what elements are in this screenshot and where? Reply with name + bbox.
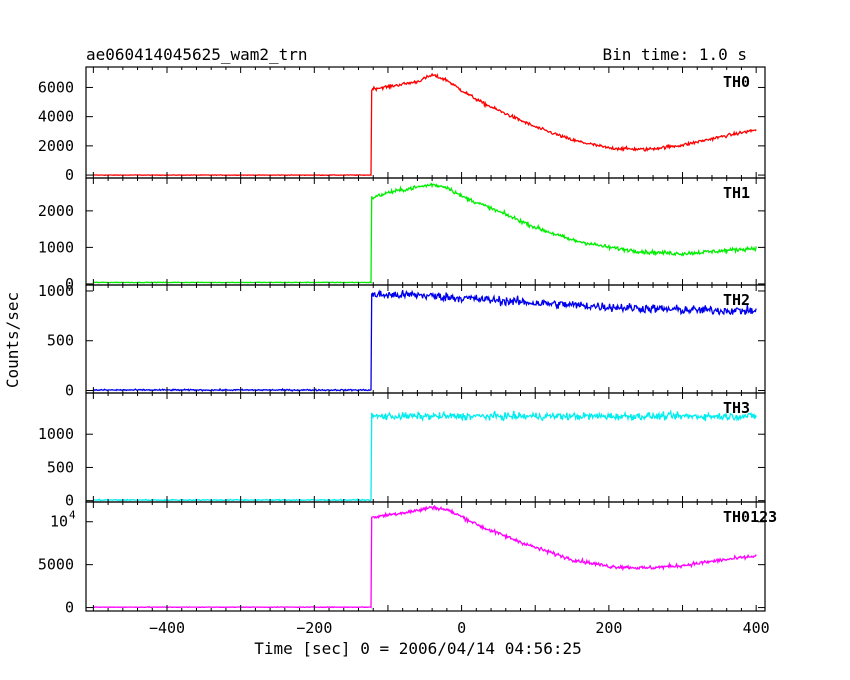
y-tick-label: 500 — [47, 458, 74, 476]
series-th3 — [93, 409, 757, 502]
y-tick-label: 2000 — [38, 137, 74, 155]
panel-label-th3: TH3 — [723, 399, 750, 417]
x-tick-label: 0 — [457, 619, 466, 637]
panel-label-th2: TH2 — [723, 291, 750, 309]
x-axis-title: Time [sec] 0 = 2006/04/14 04:56:25 — [254, 639, 582, 658]
series-th2 — [93, 289, 757, 393]
y-tick-label: 0 — [65, 275, 74, 293]
y-tick-label: 0 — [65, 166, 74, 184]
y-tick-label: 5000 — [38, 556, 74, 574]
panel-label-th1: TH1 — [723, 184, 750, 202]
y-tick-label: 0 — [65, 599, 74, 617]
y-tick-label: 6000 — [38, 78, 74, 96]
series-th0123 — [93, 505, 757, 609]
x-tick-label: 200 — [595, 619, 622, 637]
x-tick-label: −200 — [296, 619, 332, 637]
panel-frame — [85, 66, 766, 179]
panel-label-th0: TH0 — [723, 73, 750, 91]
y-axis-title: Counts/sec — [3, 292, 22, 388]
y-tick-label: 2000 — [38, 202, 74, 220]
y-tick-label: 0 — [65, 382, 74, 400]
y-tick-label: 500 — [47, 332, 74, 350]
y-tick-label: 4000 — [38, 108, 74, 126]
x-tick-label: 400 — [743, 619, 770, 637]
chart-title: ae060414045625_wam2_trn — [86, 45, 308, 64]
y-tick-label: 1000 — [38, 238, 74, 256]
bin-time-label: Bin time: 1.0 s — [603, 45, 748, 64]
panel-th3: 0 500 1000 TH3 — [38, 392, 766, 510]
panel-frame — [85, 392, 766, 503]
series-th0 — [93, 72, 757, 177]
panel-th0123: 0 5000 10 4 TH0123 — [38, 501, 777, 617]
x-tick-label: −400 — [149, 619, 185, 637]
series-th1 — [93, 182, 757, 284]
panel-frame — [85, 284, 766, 394]
panel-frame — [85, 177, 766, 286]
y-tick-label: 1000 — [38, 282, 74, 300]
panel-th2: 0 500 1000 TH2 — [38, 282, 766, 400]
panel-th0: 0 2000 4000 6000 TH0 — [38, 66, 766, 184]
y-tick-label: 0 — [65, 492, 74, 510]
panel-label-th0123: TH0123 — [723, 508, 777, 526]
y-tick-label: 1000 — [38, 425, 74, 443]
panel-frame — [85, 501, 766, 612]
panel-th1: 0 1000 2000 TH1 — [38, 177, 766, 293]
y-tick-label-exponent: 4 — [69, 509, 76, 522]
y-tick-label: 10 — [50, 513, 68, 531]
